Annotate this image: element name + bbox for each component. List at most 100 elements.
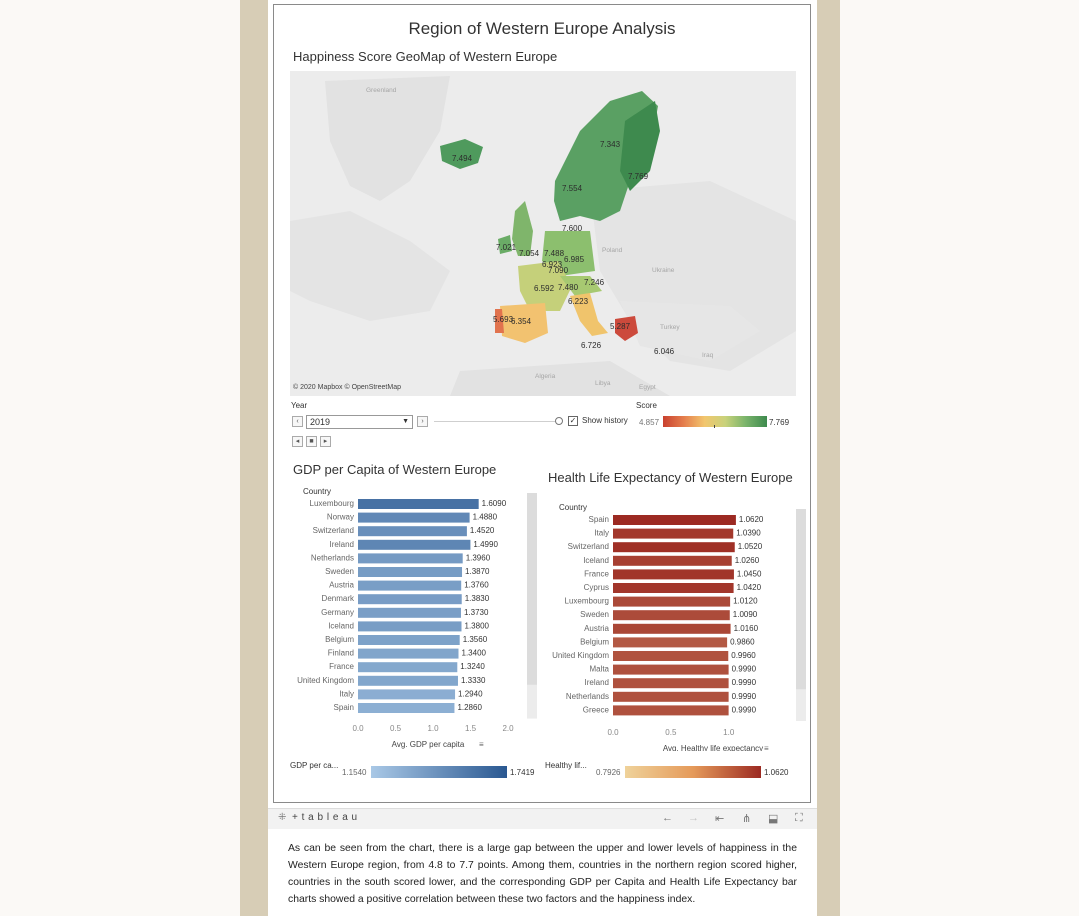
- category-label: Malta: [589, 665, 609, 674]
- fullscreen-icon[interactable]: ⛶: [795, 812, 803, 824]
- score-label-ireland: 7.021: [496, 243, 517, 252]
- category-label: United Kingdom: [297, 676, 354, 685]
- bar[interactable]: [613, 705, 729, 716]
- bar[interactable]: [358, 635, 460, 645]
- tableau-toolbar: ⁜ + t a b l e a u ← → ⇤ ⋔ ⬓ ⛶: [268, 808, 817, 829]
- category-label: United Kingdom: [552, 651, 609, 660]
- score-label-germany: 6.985: [564, 255, 585, 264]
- score-label-iceland: 7.494: [452, 154, 473, 163]
- year-slider-track[interactable]: [434, 421, 558, 422]
- geo-map[interactable]: Greenland Poland Ukraine Turkey Iraq Alg…: [290, 71, 796, 396]
- bar[interactable]: [613, 583, 734, 593]
- tableau-brand[interactable]: + t a b l e a u: [292, 812, 358, 823]
- bar[interactable]: [613, 528, 734, 539]
- category-label: Italy: [594, 529, 609, 538]
- bar-value-label: 1.3240: [460, 662, 485, 671]
- bar[interactable]: [358, 567, 463, 577]
- bar-value-label: 1.3760: [464, 581, 489, 590]
- axis-tick-label: 1.5: [465, 724, 477, 733]
- show-history-checkbox[interactable]: ✓: [568, 416, 578, 426]
- bar[interactable]: [613, 678, 729, 689]
- x-axis-title: Avg. GDP per capita: [392, 740, 465, 749]
- bar[interactable]: [613, 596, 731, 607]
- tableau-viz: Region of Western Europe Analysis Happin…: [273, 4, 811, 803]
- year-select[interactable]: 2019 ▼: [306, 415, 413, 429]
- chart-scroll-thumb[interactable]: [796, 509, 806, 690]
- bar[interactable]: [358, 607, 461, 618]
- bar[interactable]: [613, 623, 731, 634]
- italy-shape: [570, 293, 608, 336]
- undo-icon[interactable]: ←: [662, 812, 673, 824]
- map-copyright: © 2020 Mapbox © OpenStreetMap: [293, 384, 401, 391]
- bar[interactable]: [358, 594, 462, 605]
- bar[interactable]: [613, 569, 734, 580]
- year-prev-button[interactable]: ‹: [292, 416, 303, 427]
- health-legend-max: 1.0620: [764, 768, 789, 777]
- bar[interactable]: [358, 539, 471, 550]
- bar[interactable]: [358, 553, 463, 564]
- bar[interactable]: [358, 512, 470, 523]
- land-shape: [290, 211, 450, 321]
- score-color-ramp: [663, 416, 767, 427]
- bar[interactable]: [358, 662, 458, 673]
- bar[interactable]: [613, 515, 736, 525]
- score-legend-max: 7.769: [769, 418, 790, 427]
- bar[interactable]: [358, 689, 456, 700]
- category-label: France: [329, 662, 354, 671]
- category-header: Country: [559, 503, 587, 512]
- alps-shape: [560, 276, 602, 296]
- back-icon[interactable]: ◂: [292, 436, 303, 447]
- bar-value-label: 1.4990: [473, 540, 498, 549]
- score-label-austria: 7.246: [584, 278, 605, 287]
- redo-icon[interactable]: →: [688, 812, 699, 824]
- gdp-chart: Country Luxembourg 1.6090 Norway 1.4880 Switz…: [274, 481, 542, 751]
- bar[interactable]: [358, 703, 455, 713]
- bar[interactable]: [613, 610, 730, 621]
- bar-value-label: 1.0450: [737, 569, 762, 578]
- play-icon[interactable]: ▸: [320, 436, 331, 447]
- greece-shape: [615, 316, 638, 341]
- bar[interactable]: [358, 675, 458, 686]
- bar-value-label: 1.4520: [470, 526, 495, 535]
- chart-scroll-thumb[interactable]: [527, 493, 537, 685]
- score-label-belgium: 6.923: [542, 260, 563, 269]
- revert-icon[interactable]: ⇤: [715, 813, 725, 825]
- category-label: Sweden: [325, 567, 354, 576]
- bar[interactable]: [358, 621, 462, 632]
- bar[interactable]: [358, 580, 462, 591]
- year-slider-handle[interactable]: [555, 417, 563, 425]
- score-label-malta: 6.223: [568, 297, 589, 306]
- bar-value-label: 1.3830: [465, 594, 490, 603]
- score-ramp-marker: [714, 425, 715, 428]
- bar-value-label: 1.3960: [466, 553, 491, 562]
- axis-tick-label: 0.5: [665, 728, 677, 737]
- axis-tick-label: 0.5: [390, 724, 402, 733]
- bar[interactable]: [613, 555, 732, 566]
- axis-tick-label: 1.0: [723, 728, 735, 737]
- share-icon[interactable]: ⋔: [742, 813, 752, 825]
- bar[interactable]: [358, 648, 459, 659]
- bar[interactable]: [613, 651, 729, 661]
- bar[interactable]: [358, 499, 479, 509]
- category-label: Luxembourg: [565, 597, 609, 606]
- score-label-netherlands: 7.488: [544, 249, 565, 258]
- category-label: Spain: [334, 703, 354, 712]
- map-bg-label: Greenland: [366, 87, 397, 94]
- health-legend-title: Healthy lif...: [545, 761, 587, 770]
- bar[interactable]: [358, 526, 467, 537]
- bar[interactable]: [613, 664, 729, 675]
- category-label: Norway: [327, 513, 354, 522]
- bar[interactable]: [613, 637, 728, 648]
- bar-value-label: 1.2860: [457, 703, 482, 712]
- score-label-north-cyprus: 5.287: [610, 322, 631, 331]
- bar[interactable]: [613, 542, 735, 553]
- year-value: 2019: [310, 417, 331, 427]
- dashboard-title: Region of Western Europe Analysis: [408, 19, 676, 38]
- map-svg: [290, 71, 796, 396]
- bar[interactable]: [613, 691, 729, 702]
- download-icon[interactable]: ⬓: [768, 813, 779, 825]
- year-next-button[interactable]: ›: [417, 416, 428, 427]
- health-color-ramp: [625, 766, 761, 778]
- stop-icon[interactable]: ■: [306, 436, 317, 447]
- map-bg-label: Ukraine: [652, 267, 675, 274]
